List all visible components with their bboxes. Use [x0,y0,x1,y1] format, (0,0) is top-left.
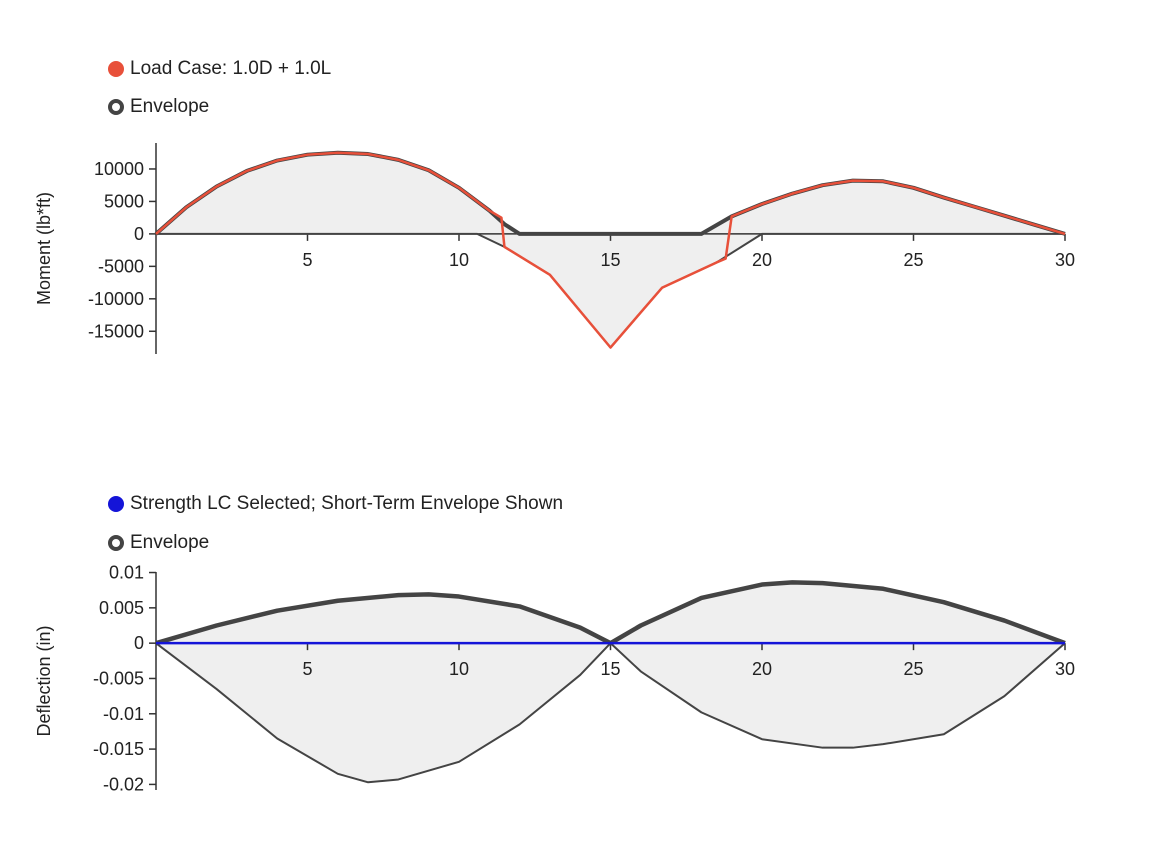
y-tick-label: -0.02 [103,774,144,794]
legend-item-load-case[interactable]: Load Case: 1.0D + 1.0L [108,58,331,80]
x-tick-label: 30 [1055,659,1075,679]
x-tick-label: 30 [1055,250,1075,270]
chart-1: 10000 5000 0 -5000 -10000 -15000 5 10 15 20 25 30 Mo… [34,143,1075,354]
y-tick-label: 0 [134,224,144,244]
x-tick-label: 15 [600,659,620,679]
legend-label-envelope-deflection: Envelope [130,532,210,553]
x-tick-label: 10 [449,659,469,679]
x-tick-label: 15 [600,250,620,270]
y-tick-label: 5000 [104,191,144,211]
legend-item-envelope-deflection[interactable]: Envelope [108,532,209,554]
x-tick-label: 20 [752,250,772,270]
envelope-max-fill [156,582,1065,644]
x-tick-label: 5 [302,659,312,679]
legend-marker-envelope-deflection [108,535,124,551]
envelope-min-fill [156,233,1065,348]
x-tick-label: 10 [449,250,469,270]
legend-label-load-case: Load Case: 1.0D + 1.0L [130,58,332,79]
legend-marker-strength-lc [108,496,124,512]
y-tick-label: 0.01 [109,563,144,583]
chart-2: 0.01 0.005 0 -0.005 -0.01 -0.015 -0.02 5 10 15 20 2… [34,563,1075,795]
y-tick-label: 10000 [94,159,144,179]
legend-label-envelope-moment: Envelope [130,96,210,117]
y-tick-label: -5000 [98,256,144,276]
legend-item-envelope-moment[interactable]: Envelope [108,96,209,118]
y-tick-label: -0.01 [103,704,144,724]
x-tick-label: 25 [903,659,923,679]
y-tick-label: -15000 [88,321,144,341]
y-axis-title: Deflection (in) [34,625,54,736]
x-tick-label: 25 [903,250,923,270]
y-axis-title: Moment (lb*ft) [34,192,54,305]
y-tick-label: 0.005 [99,598,144,618]
load-case-line [155,151,1066,349]
legend-label-strength-lc: Strength LC Selected; Short-Term Envelop… [130,493,564,514]
y-tick-label: 0 [134,633,144,653]
x-tick-label: 5 [302,250,312,270]
legend-marker-load-case [108,61,124,77]
legend-item-strength-lc[interactable]: Strength LC Selected; Short-Term Envelop… [108,493,563,515]
legend-marker-envelope-moment [108,99,124,115]
x-tick-label: 20 [752,659,772,679]
y-tick-label: -10000 [88,289,144,309]
y-tick-label: -0.005 [93,668,144,688]
y-tick-label: -0.015 [93,739,144,759]
envelope-max-fill [156,152,1065,234]
